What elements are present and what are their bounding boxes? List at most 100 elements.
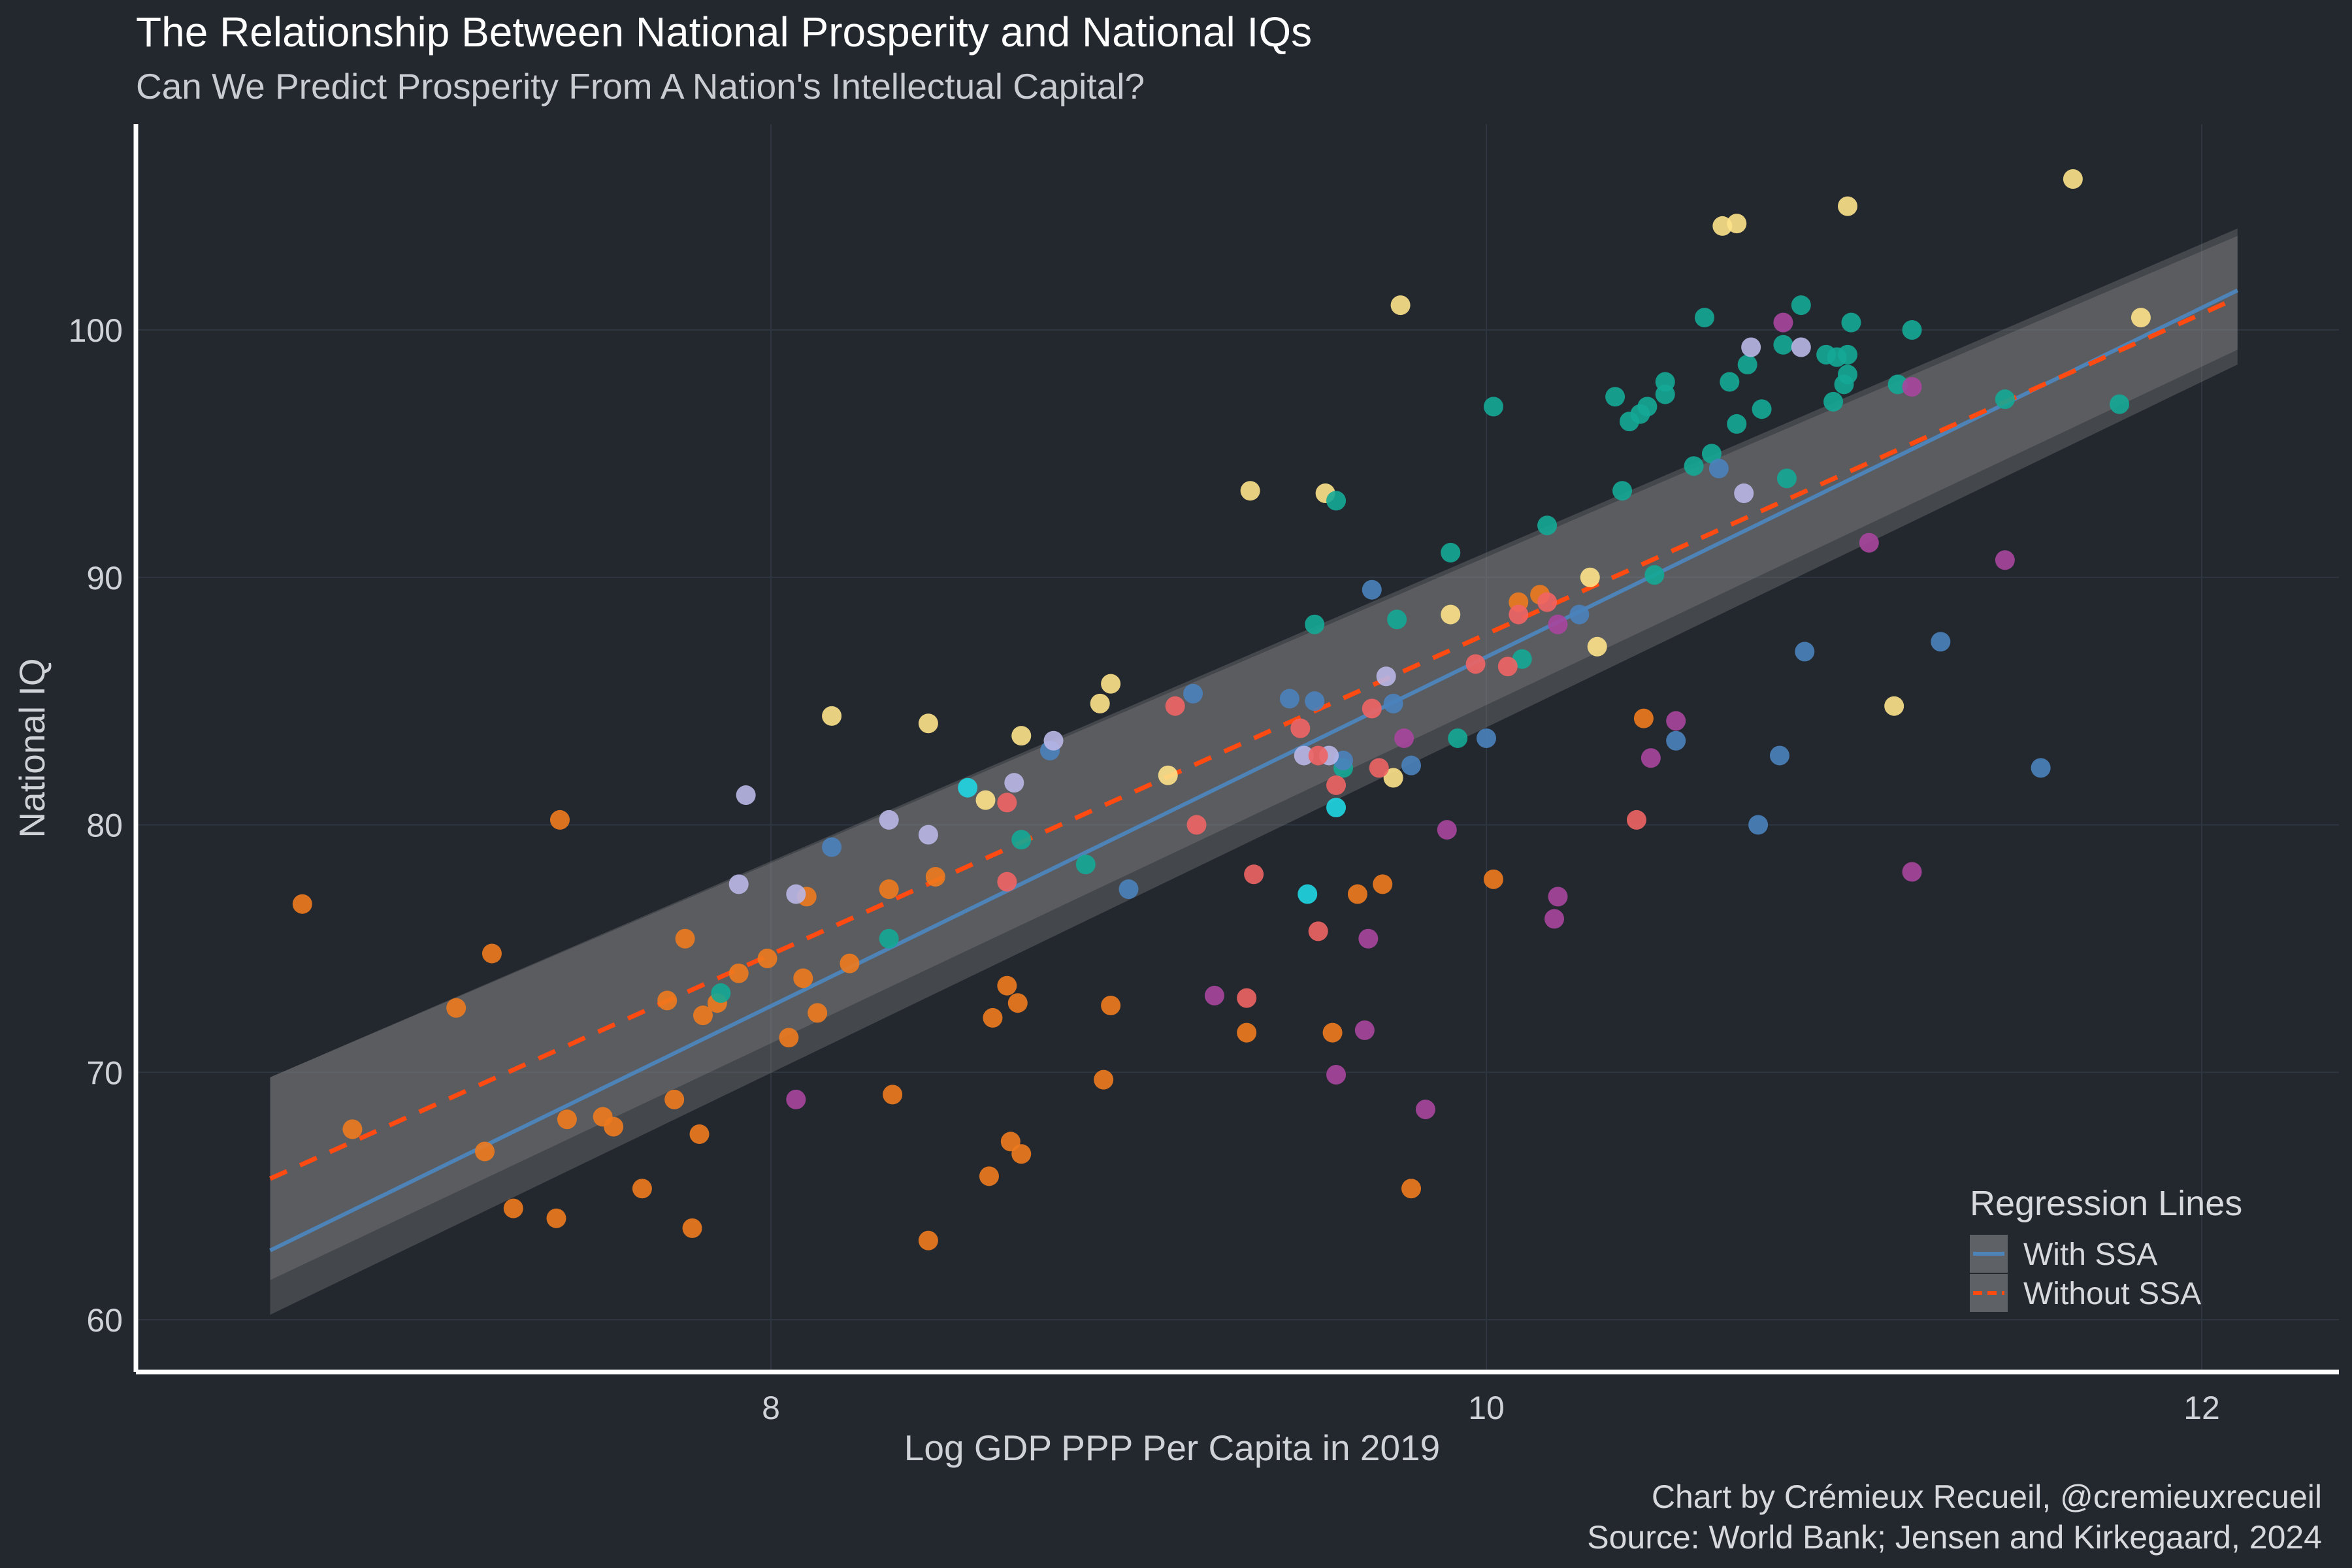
data-point: [446, 998, 466, 1018]
data-point: [1394, 728, 1414, 748]
data-point: [1322, 1022, 1343, 1043]
data-point: [1497, 657, 1518, 677]
data-point: [997, 975, 1017, 996]
data-point: [786, 1089, 806, 1109]
data-point: [503, 1198, 523, 1218]
data-point: [1727, 214, 1747, 234]
data-point: [997, 872, 1017, 892]
legend-label: With SSA: [2023, 1237, 2157, 1272]
regression-lines: [269, 288, 2239, 1252]
data-point: [1094, 1070, 1114, 1090]
data-point: [879, 928, 899, 949]
data-point: [1308, 921, 1328, 941]
data-point: [1237, 1022, 1257, 1043]
data-point: [1043, 730, 1064, 751]
data-point: [1308, 745, 1328, 766]
data-point: [482, 943, 502, 964]
data-point: [1244, 864, 1264, 885]
data-point: [1859, 532, 1879, 553]
data-point: [342, 1119, 363, 1139]
data-point: [1004, 773, 1024, 793]
data-point: [1290, 718, 1311, 738]
data-point: [1537, 515, 1558, 536]
data-point: [1186, 815, 1207, 835]
data-point: [1358, 928, 1379, 949]
y-tick-label: 80: [86, 808, 123, 844]
data-point: [1326, 797, 1347, 817]
data-point: [689, 1124, 710, 1144]
data-point: [1655, 372, 1675, 392]
data-point: [2063, 169, 2083, 189]
data-point: [632, 1179, 652, 1199]
data-point: [475, 1141, 495, 1162]
data-point: [1548, 887, 1568, 907]
data-point: [1727, 414, 1747, 434]
data-point: [1437, 820, 1457, 840]
x-axis-title: Log GDP PPP Per Capita in 2019: [904, 1428, 1440, 1468]
data-point: [1401, 1179, 1422, 1199]
data-point: [918, 825, 938, 845]
data-point: [779, 1028, 799, 1048]
data-point: [1101, 995, 1121, 1015]
legend: Regression Lines With SSA Without SSA: [1970, 1184, 2242, 1312]
data-point: [1387, 610, 1407, 630]
data-point: [1701, 444, 1722, 464]
caption-source: Source: World Bank; Jensen and Kirkegaar…: [1587, 1519, 2322, 1556]
data-point: [728, 963, 749, 983]
data-point: [808, 1003, 828, 1023]
data-point: [1544, 909, 1565, 929]
data-point: [1748, 815, 1769, 835]
data-point: [1204, 985, 1224, 1005]
data-point: [997, 792, 1017, 813]
data-point: [879, 809, 899, 830]
data-point: [1837, 344, 1857, 365]
data-point: [1841, 312, 1861, 333]
data-point: [1666, 730, 1686, 751]
data-point: [1791, 295, 1811, 316]
data-point: [664, 1089, 685, 1109]
data-point: [1119, 879, 1139, 899]
data-point: [1509, 604, 1529, 625]
data-point: [1837, 196, 1857, 216]
data-point: [693, 1005, 713, 1026]
axes: 60 70 80 90 100 8 10 12 Log GDP PPP Per Capita i…: [12, 124, 2339, 1468]
data-point: [925, 867, 945, 887]
data-point: [822, 837, 842, 857]
data-point: [1011, 1144, 1032, 1164]
data-point: [1354, 1020, 1375, 1040]
data-point: [1011, 726, 1032, 746]
data-point: [1741, 337, 1761, 357]
data-point: [1637, 397, 1658, 417]
data-point: [1090, 693, 1110, 713]
data-point: [1720, 372, 1740, 392]
data-point: [657, 990, 678, 1011]
data-point: [1902, 320, 1922, 340]
data-point: [1376, 666, 1396, 687]
x-tick-label: 8: [762, 1390, 780, 1426]
data-point: [1183, 683, 1203, 704]
data-point: [1401, 755, 1422, 776]
data-point: [958, 777, 978, 798]
data-point: [879, 879, 899, 899]
data-point: [1548, 614, 1568, 634]
data-point: [786, 884, 806, 904]
data-point: [918, 713, 938, 734]
data-point: [1773, 335, 1793, 355]
data-point: [793, 968, 813, 988]
data-point: [292, 894, 312, 914]
data-point: [1884, 696, 1904, 716]
data-point: [1383, 768, 1403, 788]
regression-line: [269, 288, 2239, 1252]
data-point: [1902, 862, 1922, 882]
data-point: [1011, 830, 1032, 850]
data-point: [1441, 604, 1461, 625]
legend-title: Regression Lines: [1970, 1184, 2242, 1223]
data-point: [757, 949, 777, 969]
data-point: [1483, 397, 1503, 417]
data-point: [1383, 693, 1403, 713]
data-point: [1694, 308, 1714, 328]
y-tick-label: 100: [69, 312, 123, 349]
data-point: [840, 953, 860, 973]
data-point: [1240, 481, 1260, 501]
data-point: [1305, 691, 1325, 711]
